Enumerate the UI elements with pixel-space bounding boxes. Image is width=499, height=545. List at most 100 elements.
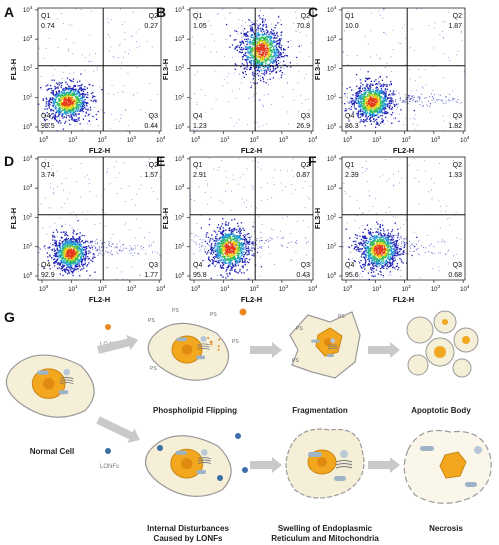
event-dot (361, 105, 363, 108)
event-dot (73, 90, 75, 92)
event-dot (307, 98, 309, 100)
event-dot (366, 106, 368, 108)
event-dot (389, 108, 391, 110)
event-dot (74, 101, 76, 103)
event-dot (405, 37, 407, 39)
event-dot (258, 15, 260, 17)
event-dot (452, 97, 454, 99)
event-dot (48, 101, 50, 103)
event-dot (379, 85, 381, 87)
event-dot (268, 48, 270, 50)
event-dot (271, 23, 273, 25)
event-dot (82, 95, 84, 98)
event-dot (64, 265, 66, 267)
event-dot (69, 251, 71, 253)
event-dot (264, 19, 266, 21)
event-dot (87, 241, 89, 243)
quadrant-q1-value: 1.05 (193, 23, 207, 30)
event-dot (226, 82, 228, 84)
event-dot (257, 35, 259, 37)
event-dot (73, 109, 75, 111)
event-dot (257, 33, 260, 35)
event-dot (380, 102, 382, 104)
event-dot (408, 95, 410, 97)
event-dot (267, 47, 269, 50)
event-dot (244, 54, 246, 57)
event-dot (110, 250, 112, 252)
event-dot (53, 193, 55, 195)
event-dot (251, 53, 253, 56)
event-dot (217, 13, 219, 14)
event-dot (269, 62, 271, 64)
event-dot (279, 38, 281, 40)
event-dot (246, 206, 248, 208)
event-dot (377, 89, 379, 91)
event-dot (90, 240, 92, 243)
event-dot (367, 87, 369, 89)
event-dot (82, 263, 85, 265)
event-dot (70, 94, 72, 96)
event-dot (79, 232, 81, 234)
event-dot (59, 116, 61, 118)
event-dot (93, 106, 95, 108)
event-dot (88, 120, 90, 122)
event-dot (113, 166, 115, 168)
event-dot (82, 246, 85, 248)
event-dot (58, 245, 61, 248)
x-tick-label: 103 (127, 284, 137, 293)
event-dot (77, 105, 79, 108)
event-dot (58, 90, 60, 92)
event-dot (365, 115, 367, 117)
event-dot (448, 93, 450, 95)
event-dot (274, 60, 276, 62)
event-dot (377, 102, 379, 104)
event-dot (70, 107, 73, 109)
event-dot (400, 43, 402, 44)
event-dot (387, 105, 389, 107)
event-dot (89, 106, 92, 109)
event-dot (120, 246, 122, 248)
event-dot (66, 257, 69, 260)
event-dot (428, 25, 430, 27)
event-dot (259, 22, 261, 24)
event-dot (234, 48, 236, 50)
event-dot (68, 239, 71, 242)
event-dot (352, 100, 354, 102)
event-dot (280, 74, 283, 76)
event-dot (199, 243, 201, 245)
x-axis-label: FL2-H (89, 146, 110, 155)
event-dot (250, 61, 253, 64)
event-dot (64, 251, 66, 253)
event-dot (379, 99, 381, 102)
x-tick-label: 104 (156, 135, 166, 144)
event-dot (76, 254, 79, 257)
event-dot (93, 254, 95, 256)
event-dot (80, 110, 82, 112)
event-dot (385, 104, 387, 106)
event-dot (78, 263, 80, 265)
event-dot (368, 87, 370, 90)
event-dot (414, 80, 416, 82)
event-dot (69, 261, 71, 264)
event-dot (126, 247, 128, 249)
event-dot (382, 106, 384, 108)
event-dot (253, 82, 255, 84)
event-dot (412, 98, 414, 100)
event-dot (61, 259, 63, 261)
event-dot (54, 101, 56, 103)
event-dot (368, 85, 371, 87)
event-dot (72, 272, 74, 274)
event-dot (273, 37, 275, 39)
event-dot (261, 46, 264, 48)
event-dot (262, 65, 264, 68)
event-dot (76, 120, 78, 123)
event-dot (369, 100, 371, 102)
event-dot (190, 198, 192, 200)
event-dot (248, 51, 250, 53)
event-dot (359, 113, 361, 115)
event-dot (74, 85, 76, 87)
event-dot (351, 103, 354, 106)
event-dot (72, 112, 74, 115)
event-dot (60, 257, 62, 259)
event-dot (460, 103, 461, 105)
